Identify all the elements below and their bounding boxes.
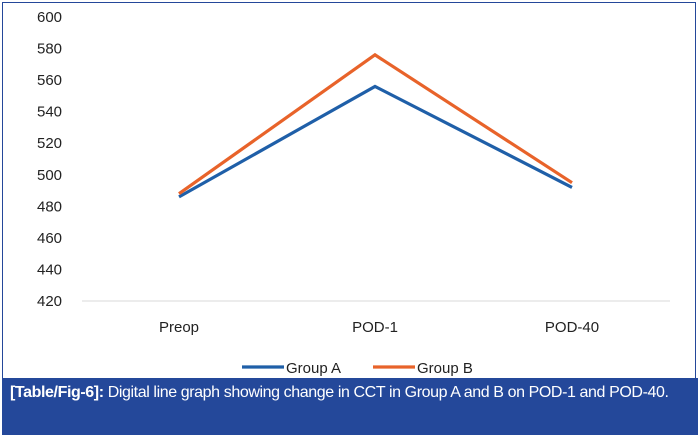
y-tick-label: 540 <box>37 104 62 121</box>
y-tick-label: 420 <box>37 293 62 310</box>
y-tick-label: 500 <box>37 167 62 184</box>
y-tick-label: 580 <box>37 41 62 58</box>
y-tick-label: 520 <box>37 135 62 152</box>
y-tick-label: 480 <box>37 198 62 215</box>
x-tick-label: POD-1 <box>352 319 398 336</box>
y-tick-label: 460 <box>37 230 62 247</box>
series-line-group-a <box>178 84 573 199</box>
caption-text: Digital line graph showing change in CCT… <box>103 384 669 401</box>
figure-caption: [Table/Fig-6]: Digital line graph showin… <box>2 378 698 435</box>
legend-label: Group A <box>286 360 341 377</box>
line-chart: 420 440 460 480 500 520 540 560 580 600 Preop POD-1… <box>37 9 670 377</box>
x-tick-label: POD-40 <box>545 319 599 336</box>
legend-label: Group B <box>417 360 473 377</box>
series-line-group-b <box>178 52 573 196</box>
y-tick-label: 560 <box>37 72 62 89</box>
y-tick-label: 600 <box>37 9 62 26</box>
caption-label: [Table/Fig-6]: <box>10 384 104 401</box>
y-tick-label: 440 <box>37 261 62 278</box>
x-tick-label: Preop <box>159 319 199 336</box>
